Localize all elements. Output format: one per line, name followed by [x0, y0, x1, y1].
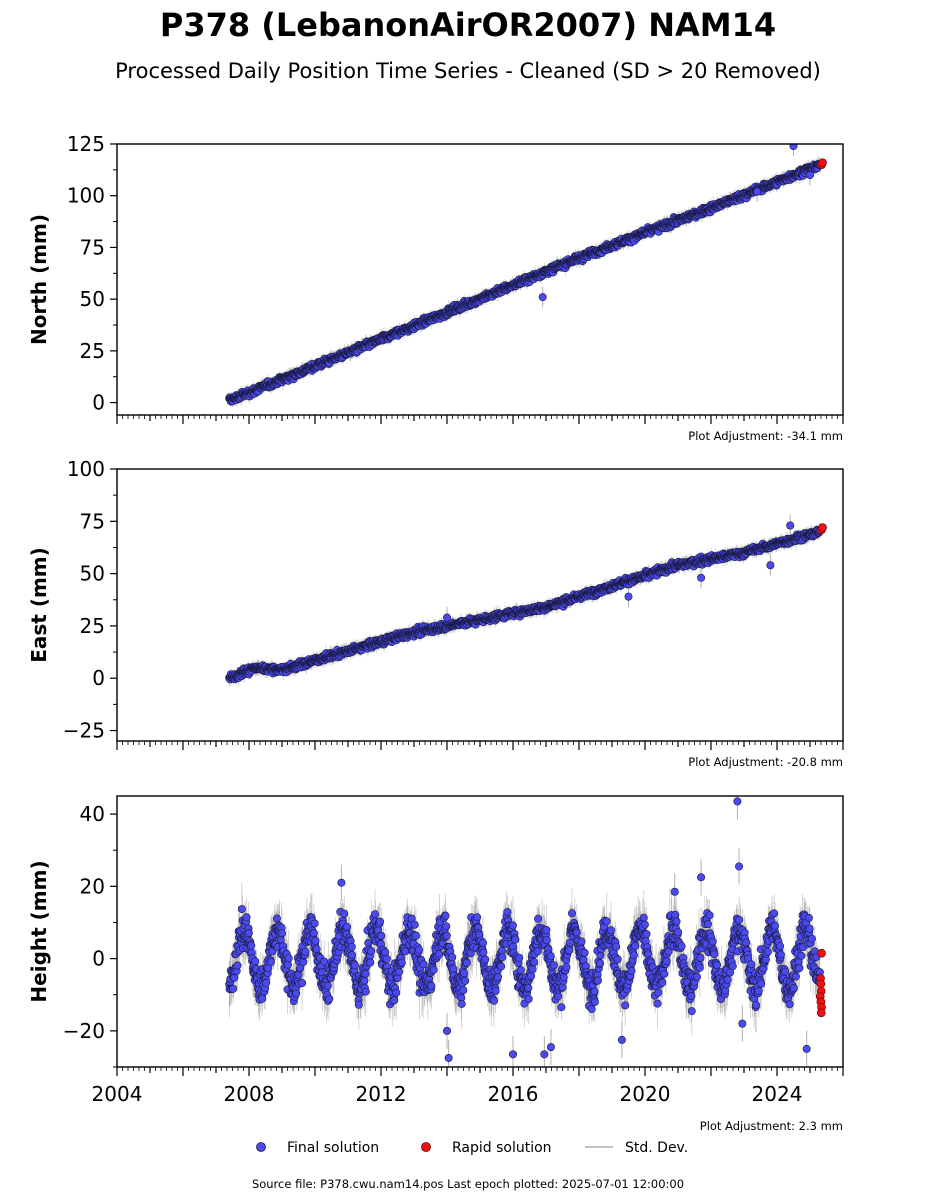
- north-plot-area: [226, 136, 827, 408]
- y-tick-label: 75: [80, 235, 105, 259]
- y-tick-label: 100: [67, 184, 105, 208]
- y-tick-label: 50: [80, 287, 105, 311]
- north-plot-adjustment: Plot Adjustment: -34.1 mm: [688, 429, 843, 443]
- panel-north: 0 25 50 75 100 125 North (mm) Plot Adjustment: …: [27, 132, 843, 443]
- north-axes-frame: [117, 144, 843, 415]
- panels: 0 25 50 75 100 125 North (mm) Plot Adjustment: …: [27, 132, 843, 1133]
- final-point-outlier: [806, 171, 813, 178]
- chart-title: P378 (LebanonAirOR2007) NAM14: [160, 6, 776, 44]
- y-tick-label: 0: [92, 391, 105, 415]
- chart-subtitle: Processed Daily Position Time Series - C…: [115, 59, 821, 83]
- rapid-point: [819, 159, 827, 167]
- north-y-label: North (mm): [27, 214, 51, 345]
- final-point-outlier: [754, 188, 761, 195]
- east-final-points: [226, 522, 824, 683]
- north-y-axis: 0 25 50 75 100 125: [67, 132, 117, 415]
- y-tick-label: 125: [67, 132, 105, 156]
- east-plot-area: [226, 515, 827, 686]
- y-tick-label: 25: [80, 339, 105, 363]
- north-final-points: [226, 142, 824, 405]
- north-x-axis: [117, 415, 843, 424]
- final-point-outlier: [539, 293, 546, 300]
